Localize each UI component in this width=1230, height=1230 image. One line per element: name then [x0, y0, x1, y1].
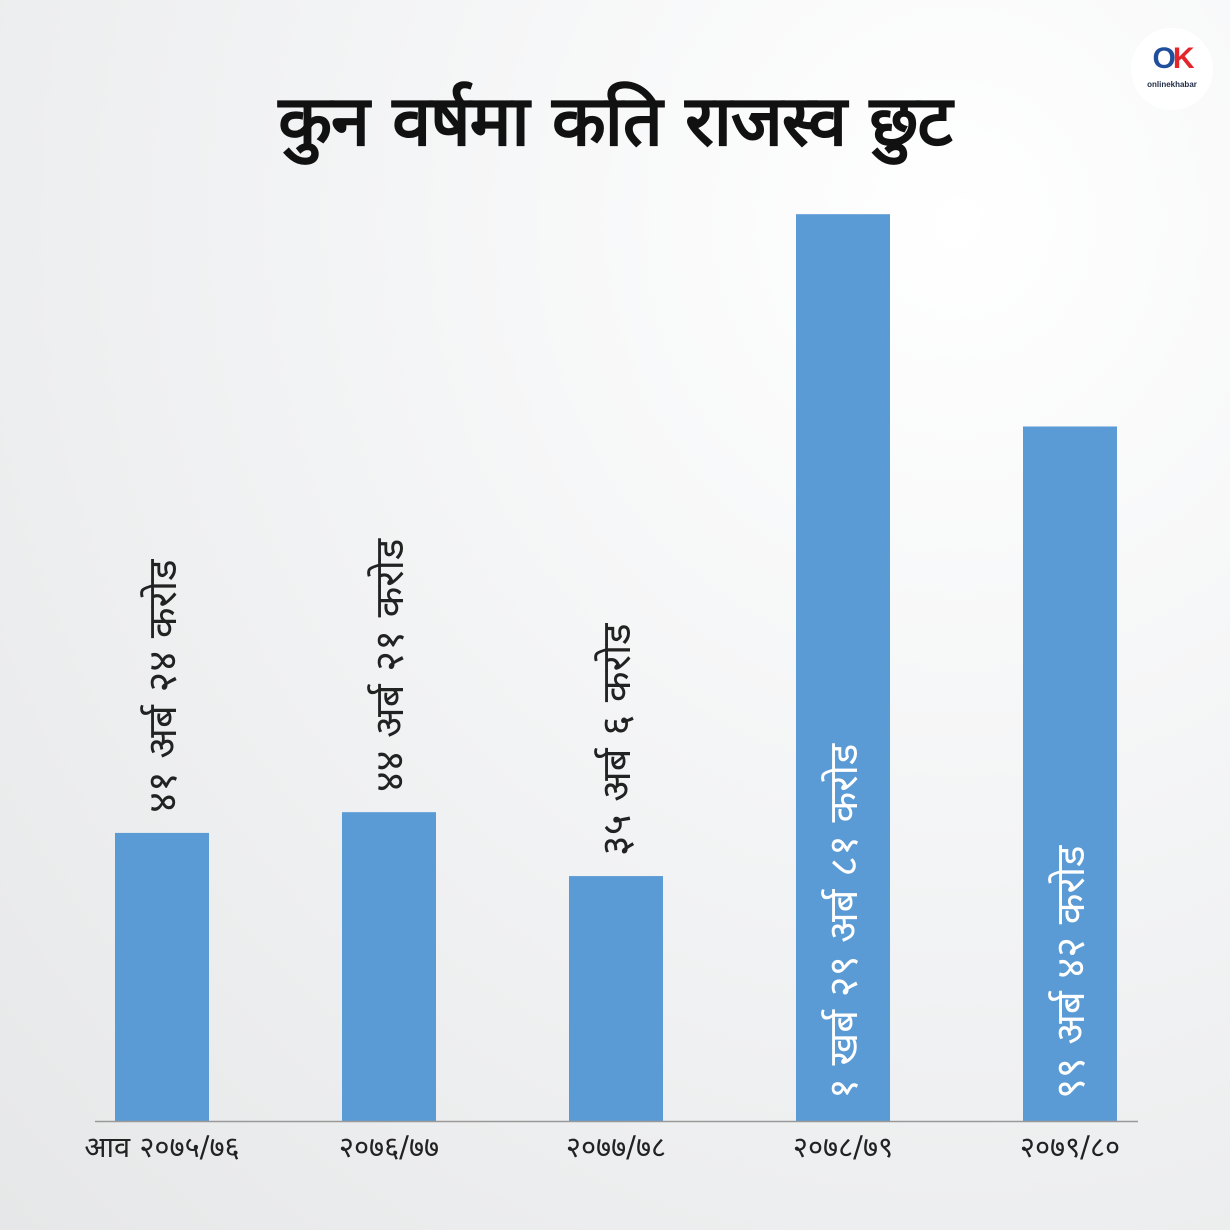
ok-logo-icon: OK: [1152, 42, 1194, 75]
category-label-0: आव २०७५/७६: [84, 1130, 239, 1164]
category-label-4: २०७९/८०: [1020, 1130, 1120, 1164]
category-label-1: २०७६/७७: [339, 1130, 439, 1164]
data-label-3: १ खर्ब २९ अर्ब ८१ करोड: [821, 743, 867, 1099]
bar-2: [569, 876, 663, 1121]
category-label-3: २०७८/७९: [793, 1130, 893, 1164]
data-label-2: ३५ अर्ब ६ करोड: [594, 623, 640, 856]
bar-4: [1023, 426, 1117, 1121]
bar-0: [115, 832, 209, 1121]
chart-title: कुन वर्षमा कति राजस्व छुट: [278, 80, 952, 162]
bar-1: [342, 812, 436, 1121]
bar-3: [796, 214, 890, 1121]
logo-text: onlinekhabar: [1147, 80, 1197, 89]
category-label-2: २०७७/७८: [566, 1130, 666, 1164]
data-label-1: ४४ अर्ब २१ करोड: [367, 538, 413, 792]
onlinekhabar-logo: OK onlinekhabar: [1131, 28, 1213, 110]
data-label-0: ४१ अर्ब २४ करोड: [140, 559, 186, 813]
data-label-4: ९९ अर्ब ४२ करोड: [1048, 845, 1094, 1099]
